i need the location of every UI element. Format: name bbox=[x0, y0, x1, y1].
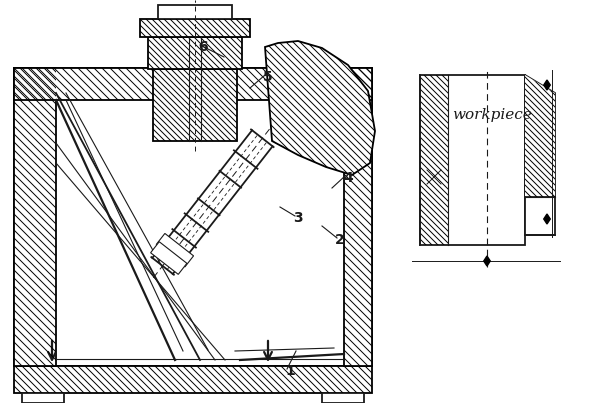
Bar bbox=[153, 69, 237, 141]
Text: 1: 1 bbox=[285, 364, 295, 378]
Bar bbox=[420, 75, 525, 245]
Bar bbox=[158, 5, 232, 19]
Bar bbox=[148, 37, 242, 69]
Polygon shape bbox=[544, 80, 550, 90]
Bar bbox=[14, 366, 372, 393]
Polygon shape bbox=[484, 256, 490, 266]
Text: 4: 4 bbox=[343, 171, 353, 185]
Bar bbox=[14, 68, 56, 366]
Text: 5: 5 bbox=[263, 70, 273, 84]
Polygon shape bbox=[544, 214, 550, 224]
Text: workpiece: workpiece bbox=[452, 108, 532, 122]
Bar bbox=[14, 68, 372, 100]
Polygon shape bbox=[156, 233, 194, 267]
Text: 2: 2 bbox=[335, 233, 345, 247]
Bar bbox=[14, 68, 372, 100]
Bar bbox=[14, 68, 372, 366]
Bar bbox=[14, 68, 56, 366]
Bar bbox=[420, 75, 448, 245]
Bar bbox=[344, 68, 372, 366]
Text: 3: 3 bbox=[293, 211, 303, 225]
Bar bbox=[14, 366, 372, 393]
Polygon shape bbox=[525, 75, 555, 197]
Bar bbox=[148, 37, 242, 69]
Bar bbox=[344, 68, 372, 366]
Polygon shape bbox=[151, 242, 187, 274]
Bar bbox=[153, 69, 237, 141]
Text: 6: 6 bbox=[198, 40, 208, 54]
Bar bbox=[140, 19, 250, 37]
Bar bbox=[140, 19, 250, 37]
Polygon shape bbox=[265, 41, 375, 175]
Bar bbox=[322, 393, 364, 403]
Bar bbox=[22, 393, 64, 403]
Polygon shape bbox=[525, 75, 555, 197]
Polygon shape bbox=[525, 197, 555, 235]
